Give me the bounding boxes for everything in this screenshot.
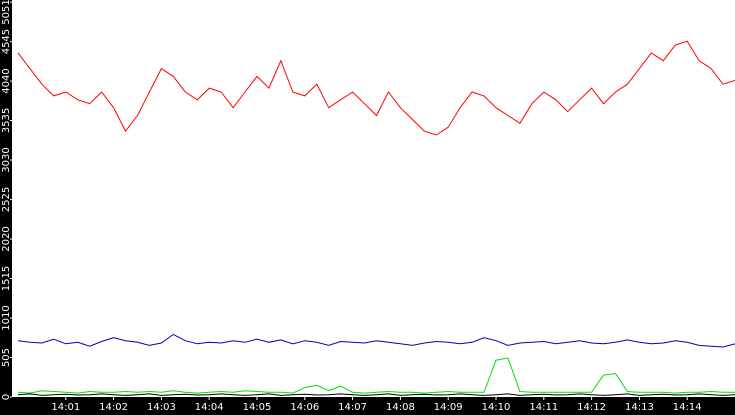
- x-axis-strip: [0, 397, 735, 415]
- x-tick-label: 14:06: [290, 402, 319, 413]
- y-tick-label: 2525: [1, 187, 12, 212]
- y-tick-label: 5051: [1, 0, 12, 25]
- y-tick-label: 1515: [1, 266, 12, 291]
- y-tick-label: 3535: [1, 108, 12, 133]
- y-tick-label: 3030: [1, 147, 12, 172]
- y-tick-label: 0: [1, 394, 12, 400]
- y-tick-label: 4545: [1, 29, 12, 54]
- x-tick-label: 14:03: [147, 402, 176, 413]
- x-tick-label: 14:01: [51, 402, 80, 413]
- x-tick-label: 14:09: [434, 402, 463, 413]
- y-axis-strip: [0, 0, 12, 415]
- x-tick-label: 14:11: [529, 402, 558, 413]
- y-tick-label: 505: [1, 348, 12, 367]
- y-tick-label: 4040: [1, 68, 12, 93]
- x-tick-label: 14:10: [482, 402, 511, 413]
- x-tick-label: 14:12: [577, 402, 606, 413]
- x-tick-label: 14:08: [386, 402, 415, 413]
- x-tick-label: 14:05: [243, 402, 272, 413]
- y-tick-label: 1010: [1, 305, 12, 330]
- series-line: [17, 393, 735, 396]
- x-tick-label: 14:14: [673, 402, 702, 413]
- x-tick-label: 14:02: [99, 402, 128, 413]
- series-line: [17, 40, 735, 136]
- series-line: [17, 333, 735, 348]
- x-tick-label: 14:07: [338, 402, 367, 413]
- x-tick-label: 14:13: [625, 402, 654, 413]
- x-tick-label: 14:04: [195, 402, 224, 413]
- series-line: [17, 357, 735, 394]
- y-tick-label: 2020: [1, 226, 12, 251]
